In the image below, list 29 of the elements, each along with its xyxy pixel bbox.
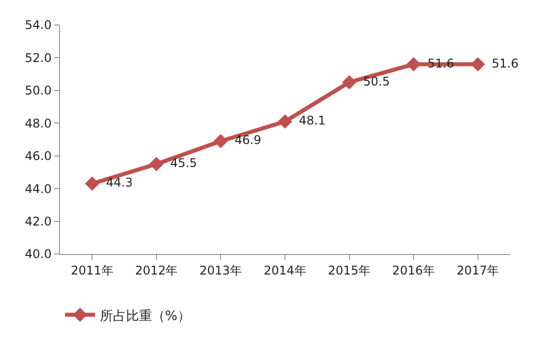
point (149, 156, 164, 172)
y-tick-label: 44.0 (24, 182, 52, 196)
legend-label: 所占比重（%） (100, 308, 190, 324)
y-tick-label: 54.0 (24, 18, 52, 32)
data-label: 45.5 (164, 156, 198, 170)
x-tick-label: 2011年 (70, 263, 114, 278)
y-tick-label: 46.0 (24, 149, 52, 164)
data-label: 46.9 (228, 133, 262, 148)
x-tick-label: 2016年 (392, 263, 435, 278)
y-tick-label: 52.0 (24, 50, 52, 65)
data-label: 44.3 (100, 176, 133, 190)
point (342, 75, 356, 90)
data-label: 50.5 (357, 74, 390, 88)
data-label: 51.6 (486, 56, 518, 70)
x-tick-label: 2014年 (264, 263, 306, 278)
point (214, 134, 228, 148)
y-tick-label: 50.0 (24, 84, 52, 98)
data-label: 48.1 (292, 114, 326, 128)
x-tick-label: 2015年 (328, 263, 371, 278)
y-tick-label: 42.0 (24, 214, 52, 228)
x-tick-label: 2013年 (199, 263, 242, 278)
point (84, 176, 100, 191)
y-tick-label: 48.0 (24, 116, 52, 130)
point (278, 114, 292, 129)
point (470, 57, 486, 72)
y-tick-label: 40.0 (24, 247, 52, 262)
x-tick-label: 2017年 (456, 263, 500, 278)
x-tick-label: 2012年 (135, 263, 178, 278)
point (406, 57, 421, 72)
